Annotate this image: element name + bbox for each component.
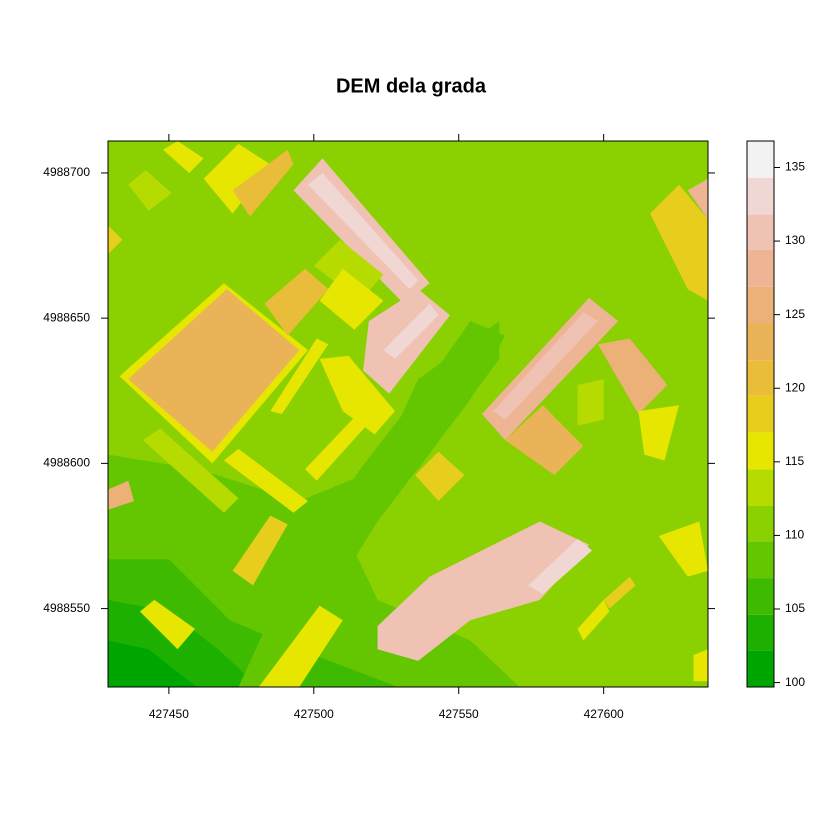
- y-tick-label: 4988700: [43, 165, 90, 179]
- elevation-patch: [383, 303, 439, 359]
- elevation-patch: [139, 599, 195, 650]
- y-tick-label: 4988650: [43, 310, 90, 324]
- colorbar-band: [747, 469, 774, 506]
- colorbar-tick-label: 120: [785, 380, 805, 394]
- elevation-patch: [142, 428, 239, 513]
- elevation-patch: [308, 172, 419, 290]
- colorbar-band: [747, 578, 774, 615]
- colorbar-band: [747, 360, 774, 396]
- colorbar-tick-label: 115: [785, 454, 804, 468]
- elevation-patch: [270, 338, 329, 414]
- colorbar-tick-label: 135: [785, 160, 805, 174]
- elevation-patch: [493, 312, 598, 420]
- elevation-patch: [313, 239, 384, 301]
- elevation-patch: [693, 649, 708, 682]
- x-tick-label: 427550: [439, 707, 479, 721]
- elevation-patch: [305, 411, 372, 481]
- elevation-patch: [638, 405, 680, 461]
- plot-frame: [107, 140, 709, 688]
- elevation-patch: [377, 521, 590, 661]
- colorbar-band: [747, 249, 774, 287]
- plot-area: [108, 141, 708, 687]
- elevation-patch: [223, 448, 308, 513]
- elevation-patch: [163, 141, 204, 173]
- elevation-patch: [319, 355, 395, 435]
- elevation-patch: [577, 599, 610, 641]
- elevation-patch: [687, 178, 708, 220]
- elevation-patch: [232, 149, 294, 217]
- elevation-patch: [128, 170, 172, 211]
- elevation-patch: [108, 480, 135, 510]
- colorbar-band: [747, 505, 774, 542]
- elevation-patch: [603, 576, 636, 609]
- chart-title: DEM dela grada: [336, 75, 487, 97]
- colorbar-band: [747, 286, 774, 324]
- colorbar-frame: [746, 140, 775, 688]
- colorbar-band: [747, 541, 774, 579]
- elevation-patch: [319, 268, 384, 330]
- colorbar-band: [747, 177, 774, 215]
- elevation-patch: [203, 143, 271, 214]
- x-tick-label: 427500: [294, 707, 334, 721]
- elevation-patch: [505, 405, 584, 475]
- elevation-patch: [258, 605, 343, 687]
- elevation-patch: [597, 338, 668, 414]
- colorbar-tick-label: 130: [785, 233, 805, 247]
- x-tick-label: 427450: [149, 707, 189, 721]
- colorbar-band: [747, 141, 774, 178]
- elevation-patch: [528, 538, 593, 595]
- elevation-patch: [108, 640, 198, 687]
- colorbar-tick-label: 100: [785, 675, 805, 689]
- x-tick-label: 427600: [584, 707, 624, 721]
- elevation-patch: [232, 515, 288, 586]
- colorbar-band: [747, 323, 774, 361]
- elevation-patch: [577, 379, 604, 426]
- colorbar-tick-label: 105: [785, 601, 805, 615]
- y-tick-label: 4988600: [43, 456, 90, 470]
- elevation-patch: [108, 225, 123, 255]
- colorbar-band: [747, 214, 774, 250]
- colorbar-band: [747, 614, 774, 651]
- elevation-patch: [238, 321, 506, 687]
- colorbar-tick-label: 110: [785, 528, 804, 542]
- elevation-patch: [415, 451, 465, 502]
- colorbar-band: [747, 395, 774, 433]
- y-tick-label: 4988550: [43, 601, 90, 615]
- elevation-patch: [128, 289, 300, 452]
- elevation-patch: [264, 268, 329, 336]
- colorbar-band: [747, 650, 774, 687]
- colorbar-tick-label: 125: [785, 307, 805, 321]
- elevation-patch: [650, 184, 708, 301]
- colorbar-band: [747, 432, 774, 470]
- elevation-patch: [658, 521, 708, 577]
